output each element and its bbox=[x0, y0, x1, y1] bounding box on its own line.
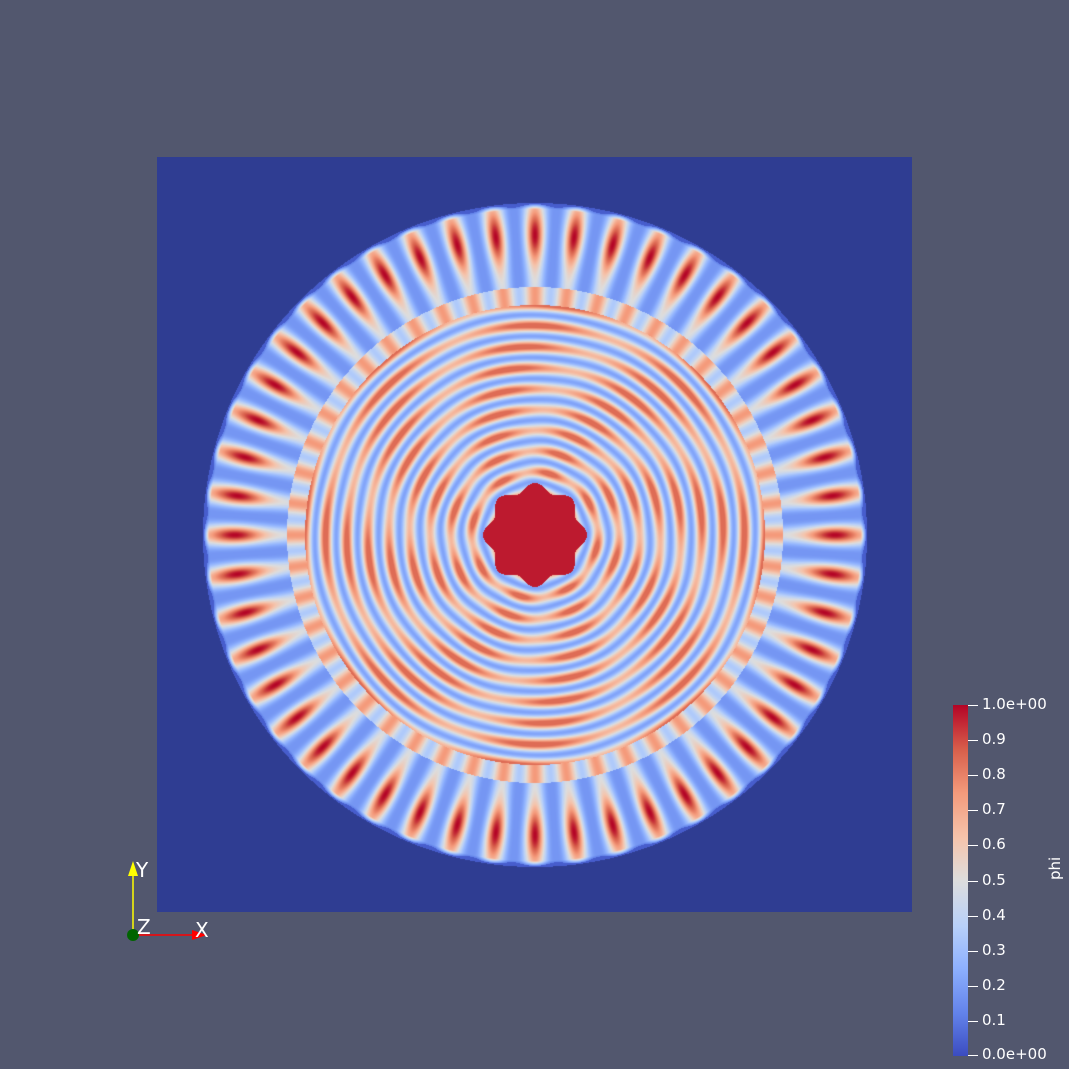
colorbar-tick-label: 0.6 bbox=[982, 835, 1006, 853]
z-axis-label: Z bbox=[137, 915, 151, 939]
colorbar-tick bbox=[968, 705, 978, 706]
colorbar-tick bbox=[968, 775, 978, 776]
colorbar-tick bbox=[968, 845, 978, 846]
x-axis-label: X bbox=[195, 918, 209, 942]
colorbar-tick-label: 0.5 bbox=[982, 871, 1006, 889]
y-axis-label: Y bbox=[136, 858, 149, 882]
colorbar-tick bbox=[968, 881, 978, 882]
colorbar-tick-label: 0.3 bbox=[982, 941, 1006, 959]
colorbar-tick-label: 0.2 bbox=[982, 976, 1006, 994]
colorbar-tick bbox=[968, 740, 978, 741]
phase-field-plot bbox=[157, 157, 912, 912]
colorbar-tick bbox=[968, 810, 978, 811]
colorbar-title: phi bbox=[1046, 856, 1064, 880]
colorbar-tick-label: 0.4 bbox=[982, 906, 1006, 924]
colorbar-tick bbox=[968, 1021, 978, 1022]
colorbar-tick-label: 0.7 bbox=[982, 800, 1006, 818]
colorbar-gradient bbox=[953, 705, 968, 1056]
colorbar-tick bbox=[968, 951, 978, 952]
colorbar-tick-label: 0.0e+00 bbox=[982, 1045, 1047, 1063]
colorbar-tick bbox=[968, 986, 978, 987]
colorbar-tick-label: 0.1 bbox=[982, 1011, 1006, 1029]
colorbar-tick-label: 0.8 bbox=[982, 765, 1006, 783]
colorbar-tick bbox=[968, 1055, 978, 1056]
colorbar-tick bbox=[968, 916, 978, 917]
colorbar-tick-label: 0.9 bbox=[982, 730, 1006, 748]
colorbar-tick-label: 1.0e+00 bbox=[982, 695, 1047, 713]
